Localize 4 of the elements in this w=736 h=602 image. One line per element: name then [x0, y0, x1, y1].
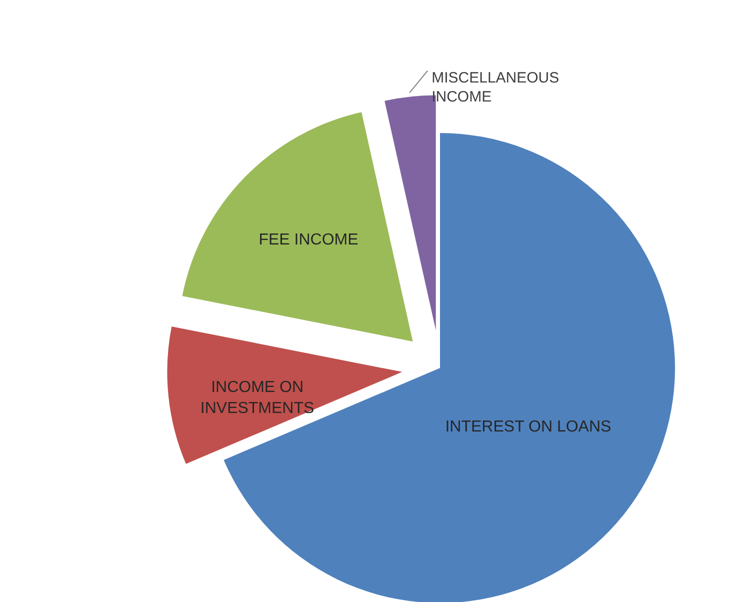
slice-label: INTEREST ON LOANS	[445, 418, 612, 436]
slice-label: FEE INCOME	[258, 232, 358, 249]
slice-label: MISCELLANEOUS INCOME	[432, 70, 560, 106]
slice-label: INCOME ON INVESTMENTS	[200, 379, 314, 418]
